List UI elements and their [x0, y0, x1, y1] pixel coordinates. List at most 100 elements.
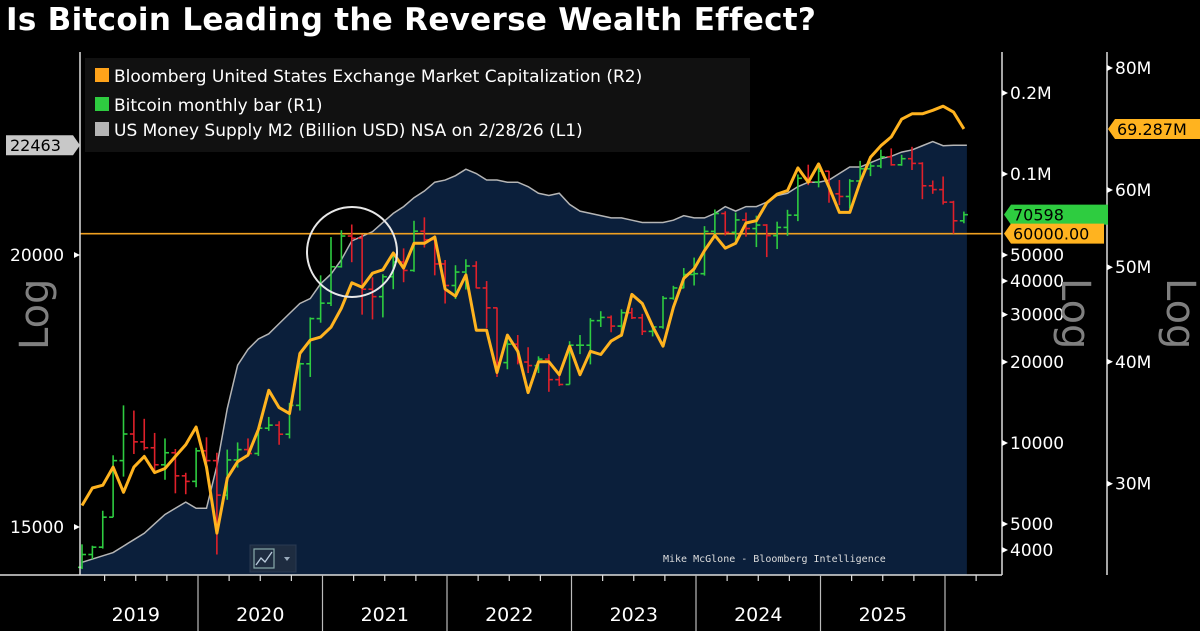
bitcoin-last-value-badge-text: 70598 [1013, 206, 1064, 225]
right2-axis-tick [1107, 480, 1113, 487]
right2-axis-tick-label: 80M [1115, 59, 1151, 79]
right1-axis-scale-label: Log [1052, 278, 1098, 349]
bitcoin-bar [659, 295, 667, 329]
bitcoin-bar [88, 545, 97, 560]
line-chart-icon [253, 548, 275, 569]
right1-axis-tick [1002, 547, 1008, 554]
bitcoin-bar [140, 418, 149, 451]
bitcoin-bar [358, 234, 367, 315]
bitcoin-bar [918, 162, 927, 200]
m2-last-value-badge: 22463 [6, 135, 80, 156]
bitcoin-bar [524, 347, 533, 374]
right2-axis-tick [1107, 186, 1113, 193]
bitcoin-bar [368, 277, 377, 320]
m2-area [80, 141, 967, 575]
bitcoin-bar [327, 237, 335, 307]
bitcoin-bar [109, 455, 118, 518]
bitcoin-bar [908, 146, 916, 170]
right1-axis-tick-label: 0.2M [1010, 84, 1052, 104]
bitcoin-bar [119, 405, 128, 477]
bitcoin-bar [181, 472, 190, 495]
chevron-down-icon [284, 557, 290, 561]
bitcoin-bar [337, 230, 346, 268]
bitcoin-bar [295, 362, 304, 411]
bitcoin-bar [576, 335, 584, 355]
market-cap-last-value-badge-shape [1108, 118, 1200, 139]
left-axis-tick-label: 15000 [10, 518, 64, 538]
bitcoin-bar [607, 315, 616, 333]
bitcoin-bars-layer [78, 146, 968, 570]
right1-axis-tick [1002, 311, 1008, 318]
bitcoin-bar [482, 281, 491, 329]
m2-last-value-badge-text: 22463 [10, 136, 61, 155]
left-axis-scale-label: Log [12, 279, 58, 350]
bitcoin-bar [306, 317, 315, 377]
legend-swatch-market-cap [95, 68, 109, 82]
right2-axis-scale-label: Log [1157, 278, 1200, 349]
bitcoin-bar [876, 149, 885, 169]
bitcoin-bar [690, 257, 699, 286]
right1-axis-tick [1002, 440, 1008, 446]
legend-swatch-bitcoin [95, 97, 109, 111]
right1-axis-tick-label: 40000 [1010, 272, 1064, 292]
chart-type-button[interactable] [249, 544, 297, 573]
bitcoin-bar [192, 447, 201, 488]
legend-label-bitcoin: Bitcoin monthly bar (R1) [114, 96, 323, 116]
right1-axis-tick-label: 5000 [1010, 515, 1053, 535]
right2-axis-tick-label: 60M [1115, 181, 1151, 201]
right1-axis-tick-label: 30000 [1010, 306, 1064, 326]
left-axis-tick [74, 252, 80, 258]
bitcoin-bar [835, 179, 844, 206]
x-axis-year-label: 2022 [485, 604, 533, 626]
x-axis-year-label: 2023 [610, 604, 658, 626]
bitcoin-bar [98, 510, 107, 549]
market-cap-line-layer [80, 104, 966, 535]
right1-axis-tick [1002, 359, 1008, 366]
right1-axis-tick [1002, 171, 1008, 177]
legend: Bloomberg United States Exchange Market … [85, 58, 750, 152]
bitcoin-bar [721, 211, 730, 236]
x-axis-year-label: 2019 [112, 604, 160, 626]
left-axis-tick-label: 20000 [10, 246, 64, 266]
annotation-circle [306, 206, 398, 298]
bitcoin-bar [710, 209, 719, 236]
bitcoin-bar [503, 337, 512, 370]
right1-axis-tick [1002, 278, 1008, 285]
threshold-badge-shape [1004, 223, 1104, 244]
bitcoin-bar [793, 174, 802, 222]
bitcoin-bar [897, 154, 906, 166]
bitcoin-bar [264, 416, 273, 431]
bitcoin-bar [638, 313, 647, 336]
legend-background [85, 58, 750, 152]
bitcoin-bar [129, 410, 138, 455]
axes-layer: 20000 15000 0.2M 0.1M 50000 40000 30000 20000 10… [0, 52, 1200, 631]
right2-axis-tick-label: 30M [1115, 475, 1151, 495]
chart-title: Is Bitcoin Leading the Reverse Wealth Ef… [6, 2, 817, 38]
threshold-badge-text: 60000.00 [1013, 225, 1089, 244]
right1-axis-tick-label: 50000 [1010, 246, 1064, 266]
market-cap-line [80, 104, 966, 535]
bitcoin-bar [472, 261, 481, 289]
bitcoin-bar [928, 180, 937, 194]
market-cap-last-value-badge-text: 69.287M [1117, 120, 1187, 139]
bitcoin-bar [212, 452, 221, 555]
bitcoin-last-value-badge-shape [1004, 204, 1108, 225]
legend-label-market-cap: Bloomberg United States Exchange Market … [114, 67, 642, 87]
x-axis-year-label: 2021 [361, 604, 409, 626]
bitcoin-bar [731, 212, 740, 241]
right1-axis-tick-label: 4000 [1010, 541, 1053, 561]
bitcoin-bar [783, 209, 792, 236]
right1-axis-tick [1002, 251, 1008, 258]
left-axis-tick [74, 523, 80, 530]
bitcoin-last-value-badge: 70598 [1004, 204, 1108, 225]
bitcoin-bar [378, 274, 387, 318]
bitcoin-bar [275, 421, 284, 445]
bitcoin-bar [773, 221, 782, 250]
bitcoin-bar [762, 224, 771, 258]
right2-axis-tick [1107, 264, 1113, 271]
right2-axis-tick [1107, 65, 1113, 71]
m2-area-layer [80, 140, 1002, 575]
bitcoin-bar [887, 148, 896, 166]
legend-swatch-m2 [95, 122, 109, 136]
